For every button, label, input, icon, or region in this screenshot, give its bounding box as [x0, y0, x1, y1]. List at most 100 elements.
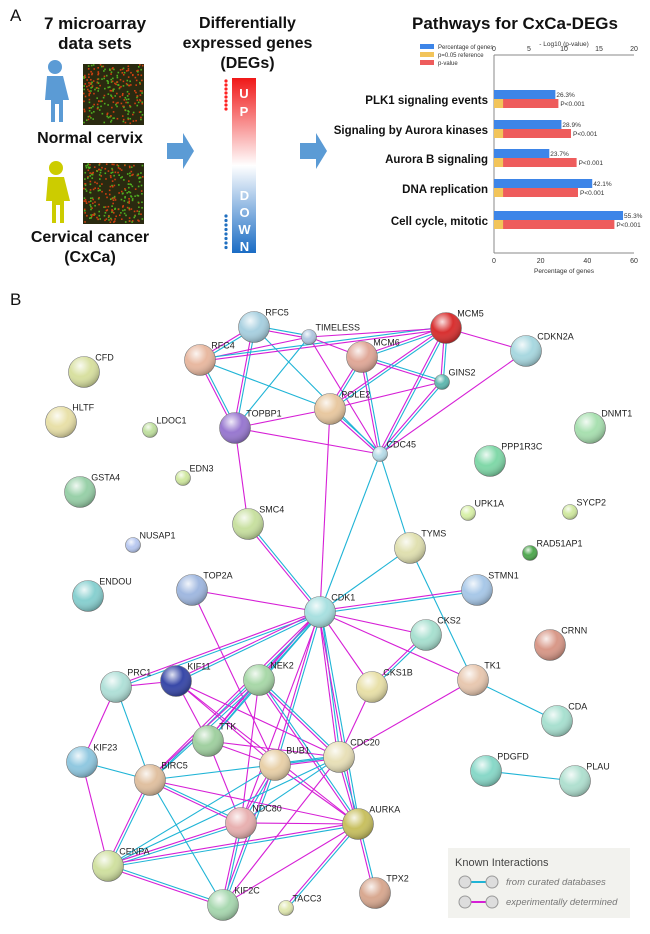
spot [108, 189, 111, 192]
spot [128, 93, 130, 95]
protein-node[interactable]: CDK1 [304, 593, 356, 628]
spot [91, 173, 94, 176]
protein-node[interactable]: EDN3 [175, 464, 214, 486]
protein-node[interactable]: UPK1A [460, 499, 505, 521]
spot [114, 95, 117, 97]
protein-node[interactable]: DNMT1 [574, 409, 633, 444]
spot [90, 64, 93, 67]
protein-node[interactable]: LDOC1 [142, 416, 187, 438]
spot [90, 208, 92, 211]
spot [111, 80, 114, 83]
protein-node[interactable]: POLE2 [314, 390, 371, 425]
protein-node[interactable]: GINS2 [434, 368, 476, 390]
protein-node[interactable]: PRC1 [100, 668, 152, 703]
protein-node[interactable]: CKS2 [410, 616, 461, 651]
spot [117, 171, 119, 174]
protein-node[interactable]: TOP2A [176, 571, 233, 606]
legend-item: experimentally determined [458, 895, 618, 909]
spot [84, 221, 86, 223]
protein-node[interactable]: KIF23 [66, 743, 118, 778]
protein-node[interactable]: PLAU [559, 762, 610, 797]
protein-node[interactable]: CFD [68, 353, 115, 388]
spot [115, 102, 118, 105]
interaction-edge [378, 380, 444, 456]
spot [134, 76, 137, 79]
spot [100, 105, 102, 108]
spot [87, 115, 90, 118]
spot [91, 86, 93, 88]
protein-node[interactable]: TIMELESS [301, 323, 361, 345]
protein-node[interactable]: CDA [541, 702, 588, 737]
spot [129, 104, 131, 107]
spot [111, 197, 114, 200]
protein-node[interactable]: PDGFD [470, 752, 530, 787]
spot [86, 214, 88, 217]
protein-node[interactable]: SYCP2 [562, 498, 607, 520]
protein-node[interactable]: MCM6 [346, 338, 400, 373]
protein-node[interactable]: STMN1 [461, 571, 519, 606]
protein-node[interactable]: CENPA [92, 847, 150, 882]
protein-node[interactable]: NUSAP1 [125, 531, 176, 553]
protein-node[interactable]: SMC4 [232, 505, 285, 540]
protein-node[interactable]: TK1 [457, 661, 501, 696]
spot [111, 97, 114, 99]
spot [96, 103, 99, 106]
spot [122, 85, 125, 87]
protein-node[interactable]: MCM5 [430, 309, 484, 344]
cervical-cancer-label: Cervical cancer (CxCa) [15, 228, 165, 268]
bar-pvalue-label: P<0.001 [560, 101, 585, 108]
down-gene-dot [224, 218, 228, 223]
protein-node[interactable]: PPP1R3C [474, 442, 543, 477]
spot [88, 115, 91, 118]
spot [129, 175, 131, 177]
interaction-edge [379, 453, 411, 549]
protein-node[interactable]: CKS1B [356, 668, 413, 703]
spot [98, 210, 100, 213]
cancer-person-icon [46, 161, 70, 223]
protein-node[interactable]: AURKA [342, 805, 401, 840]
spot [111, 67, 114, 70]
protein-node[interactable]: RFC4 [184, 341, 235, 376]
interaction-edge [308, 327, 447, 338]
category-label: PLK1 signaling events [365, 95, 488, 107]
up-gene-dot [224, 107, 228, 111]
spot [103, 94, 106, 97]
protein-node[interactable]: TTK [192, 722, 237, 757]
protein-node[interactable]: TOPBP1 [219, 409, 282, 444]
protein-node[interactable]: NEK2 [243, 661, 294, 696]
spot [135, 91, 137, 94]
protein-node[interactable]: HLTF [45, 403, 95, 438]
ppi-network: RFC5 TIMELESS MCM5 RFC4 MCM6 CDKN2A GINS2 CFD HL… [45, 308, 633, 921]
spot [89, 200, 92, 202]
protein-node[interactable]: NDC80 [225, 804, 282, 839]
interaction-edge [107, 821, 242, 868]
protein-node[interactable]: GSTA4 [64, 473, 121, 508]
spot [96, 78, 99, 81]
protein-node[interactable]: BUB1 [259, 746, 310, 781]
protein-node[interactable]: CRNN [534, 626, 588, 661]
spot [83, 110, 86, 113]
protein-node[interactable]: CDC20 [323, 738, 380, 773]
protein-node[interactable]: RFC5 [238, 308, 289, 343]
spot [140, 116, 142, 119]
protein-node[interactable]: TYMS [394, 529, 447, 564]
protein-node[interactable]: RAD51AP1 [522, 539, 583, 561]
protein-node[interactable]: TPX2 [359, 874, 409, 909]
protein-node[interactable]: CDC45 [372, 440, 417, 462]
down-label: DOWN [237, 188, 252, 256]
spot [131, 74, 134, 77]
spot [122, 118, 125, 121]
protein-node[interactable]: CDKN2A [510, 332, 574, 367]
protein-node[interactable]: KIF11 [160, 662, 211, 697]
protein-node[interactable]: TACC3 [278, 894, 322, 916]
spot [88, 101, 91, 104]
spot [101, 183, 103, 185]
protein-label: NEK2 [270, 661, 294, 671]
protein-node[interactable]: KIF2C [207, 886, 261, 921]
spot [139, 81, 141, 84]
protein-label: TPX2 [386, 874, 409, 884]
protein-node[interactable]: BIRC5 [134, 761, 188, 796]
spot [123, 200, 126, 202]
spot [121, 94, 124, 97]
protein-node[interactable]: ENDOU [72, 577, 132, 612]
